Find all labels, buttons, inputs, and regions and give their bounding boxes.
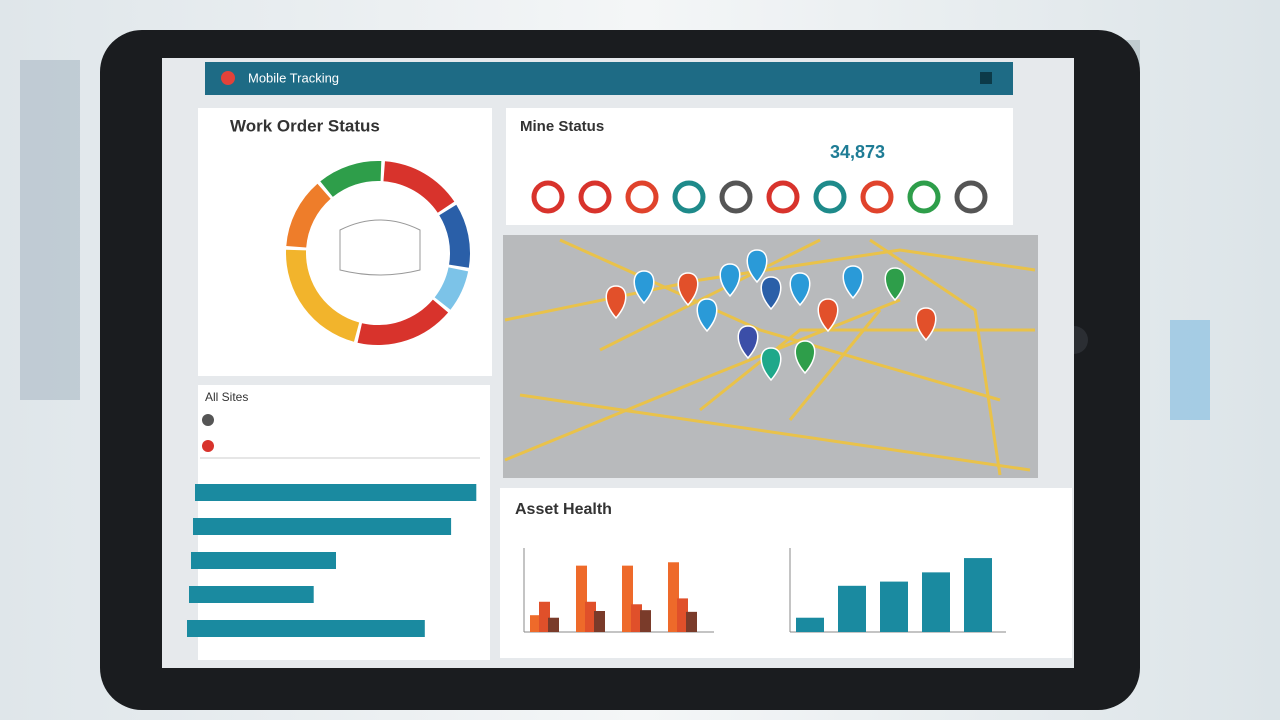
- column: [594, 611, 605, 632]
- status-ring: [719, 180, 753, 214]
- column: [530, 615, 541, 632]
- column: [539, 601, 550, 632]
- legend-dot: [202, 440, 214, 452]
- donut-segment: [357, 299, 449, 345]
- total-value: 34,873: [830, 142, 885, 162]
- map-roads: [504, 238, 1036, 476]
- bg-window: [20, 60, 80, 400]
- column: [622, 565, 633, 632]
- column-charts: [523, 548, 1006, 633]
- donut-segment: [434, 267, 469, 310]
- status-ring: [672, 180, 706, 214]
- donut-segment: [383, 161, 455, 213]
- column: [686, 611, 697, 632]
- map-pin[interactable]: [794, 340, 816, 375]
- bar: [189, 586, 314, 603]
- map-pin[interactable]: [677, 272, 699, 307]
- donut-segment: [286, 183, 331, 248]
- bg-sign: [1170, 320, 1210, 420]
- column: [668, 562, 679, 632]
- panel-title: Mine Status: [520, 118, 604, 135]
- map-pins: [605, 249, 937, 382]
- map-pin[interactable]: [884, 267, 906, 302]
- status-rings: [531, 180, 988, 214]
- status-ring: [860, 180, 894, 214]
- column: [880, 581, 908, 632]
- map-pin[interactable]: [737, 325, 759, 360]
- bar: [191, 552, 336, 569]
- status-ring: [907, 180, 941, 214]
- column: [576, 565, 587, 632]
- panel-title: All Sites: [205, 390, 248, 404]
- column: [838, 585, 866, 632]
- column: [585, 601, 596, 632]
- bar: [193, 518, 452, 535]
- status-ring: [625, 180, 659, 214]
- column: [677, 598, 688, 632]
- map-pin[interactable]: [719, 263, 741, 298]
- status-ring: [766, 180, 800, 214]
- donut-segment: [320, 161, 382, 197]
- bar: [195, 484, 477, 501]
- map-pin[interactable]: [696, 298, 718, 333]
- legend-dot: [202, 414, 214, 426]
- map-pin[interactable]: [760, 347, 782, 382]
- panel-title: Work Order Status: [230, 116, 380, 135]
- map-pin[interactable]: [817, 298, 839, 333]
- donut-chart: [286, 161, 470, 345]
- status-ring: [578, 180, 612, 214]
- header-title: Mobile Tracking: [248, 70, 339, 85]
- status-ring: [954, 180, 988, 214]
- map-pin[interactable]: [915, 307, 937, 342]
- column: [640, 610, 651, 632]
- column: [631, 604, 642, 632]
- map-pin[interactable]: [789, 272, 811, 307]
- donut-segment: [439, 204, 470, 268]
- bar: [187, 620, 425, 637]
- header-bar: [205, 62, 1013, 95]
- column: [964, 558, 992, 632]
- panel-title: Asset Health: [515, 501, 612, 518]
- header-icon: [221, 71, 235, 85]
- hbar-chart: [187, 484, 477, 637]
- map-pin[interactable]: [760, 276, 782, 311]
- column: [922, 572, 950, 632]
- map-pin[interactable]: [605, 285, 627, 320]
- donut-icon: [339, 219, 421, 276]
- map-pin[interactable]: [633, 270, 655, 305]
- status-ring: [813, 180, 847, 214]
- menu-button[interactable]: [980, 72, 992, 84]
- status-ring: [531, 180, 565, 214]
- map-pin[interactable]: [842, 265, 864, 300]
- panel: [506, 108, 1013, 225]
- column: [548, 617, 559, 632]
- donut-segment: [286, 249, 360, 342]
- map-pin[interactable]: [746, 249, 768, 284]
- column: [796, 617, 824, 632]
